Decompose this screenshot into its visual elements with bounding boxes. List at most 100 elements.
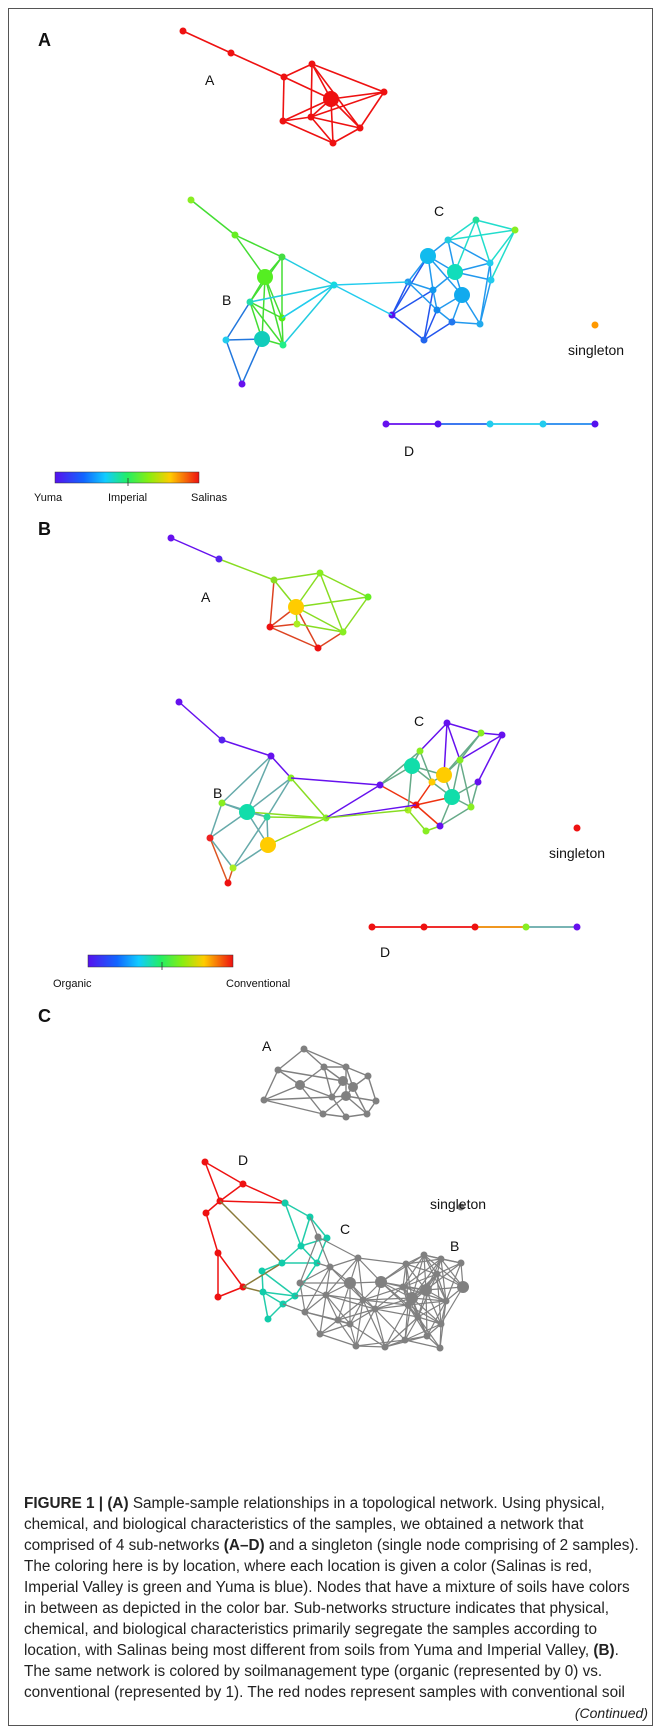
network-node [341, 1091, 351, 1101]
network-edge [277, 1048, 305, 1071]
network-edge [266, 777, 292, 818]
network-edge [234, 234, 283, 258]
network-node [444, 789, 460, 805]
subnetwork-b-label: B [450, 1238, 460, 1254]
network-node [382, 420, 390, 428]
network-edge [362, 1297, 413, 1301]
network-node [467, 803, 475, 811]
network-edge [221, 755, 272, 804]
network-edge [316, 1237, 328, 1264]
network-node [328, 1093, 336, 1101]
network-node [280, 73, 288, 81]
colorbar-location [54, 471, 200, 484]
network-node [443, 719, 451, 727]
network-edge [384, 1304, 409, 1348]
network-edge [290, 777, 327, 819]
network-edge [325, 809, 409, 819]
network-edge [225, 301, 251, 341]
network-edge [404, 1323, 442, 1341]
network-node [487, 276, 495, 284]
panel-a-network [179, 27, 599, 428]
subnetwork-c-label: C [434, 203, 445, 219]
network-edge [263, 1084, 301, 1101]
network-node [433, 1270, 441, 1278]
network-edge [425, 1289, 428, 1337]
network-edge [299, 1282, 327, 1296]
network-edge [178, 701, 223, 741]
network-node [274, 1066, 282, 1074]
network-node [359, 1296, 367, 1304]
network-edge [325, 1257, 359, 1296]
network-edge [407, 809, 427, 832]
network-node [433, 306, 441, 314]
network-edge [310, 63, 313, 118]
network-node [346, 1320, 354, 1328]
network-edge [284, 1202, 311, 1218]
network-edge [249, 301, 283, 319]
network-node [364, 1072, 372, 1080]
network-edge [217, 1252, 244, 1288]
network-node [323, 1234, 331, 1242]
network-node [338, 1076, 348, 1086]
network-edge [426, 1300, 447, 1337]
panel-b-letter: B [38, 519, 51, 539]
network-node [401, 1336, 409, 1344]
network-edge [249, 284, 335, 303]
network-edge [300, 1216, 311, 1247]
network-edge [357, 1257, 407, 1265]
network-node [511, 226, 519, 234]
singleton-label: singleton [568, 342, 625, 358]
network-edge [423, 321, 453, 341]
network-edge [281, 1245, 302, 1264]
network-edge [310, 91, 385, 118]
network-edge [221, 739, 272, 757]
network-edge [219, 1200, 283, 1264]
network-edge [423, 289, 434, 341]
network-node [308, 60, 316, 68]
network-node [264, 1315, 272, 1323]
network-edge [379, 784, 417, 806]
network-edge [447, 229, 516, 241]
network-node [288, 599, 304, 615]
network-node [428, 778, 436, 786]
network-edge [362, 1286, 404, 1301]
network-edge [402, 1273, 438, 1288]
network-edge [264, 276, 284, 346]
network-node [444, 236, 452, 244]
network-edge [246, 777, 292, 813]
panel-b-network [167, 534, 581, 931]
network-edge [329, 1257, 359, 1268]
network-edge [355, 1308, 376, 1347]
network-edge [391, 255, 429, 316]
network-node [238, 380, 246, 388]
network-edge [266, 816, 327, 819]
network-edge [345, 1066, 369, 1077]
network-node [254, 331, 270, 347]
network-node [442, 1297, 450, 1305]
network-node [224, 879, 232, 887]
network-node [270, 576, 278, 584]
network-edge [459, 759, 472, 808]
network-node [472, 216, 480, 224]
network-node [363, 1110, 371, 1118]
network-node [368, 923, 376, 931]
network-node [404, 758, 420, 774]
network-edge [407, 281, 438, 311]
figure-frame [8, 8, 653, 1726]
network-edge [299, 1282, 306, 1313]
network-node [167, 534, 175, 542]
network-edge [317, 631, 344, 649]
network-edge [299, 1084, 333, 1098]
network-edge [267, 817, 327, 846]
network-node [573, 824, 581, 832]
network-edge [325, 1294, 339, 1321]
network-edge [269, 623, 298, 628]
network-node [281, 1199, 289, 1207]
network-node [260, 837, 276, 853]
network-edge [440, 1258, 447, 1302]
network-edge [479, 262, 491, 325]
colorbar-left-label: Organic [53, 978, 92, 990]
network-node [329, 139, 337, 147]
network-node [214, 1249, 222, 1257]
network-node [267, 752, 275, 760]
